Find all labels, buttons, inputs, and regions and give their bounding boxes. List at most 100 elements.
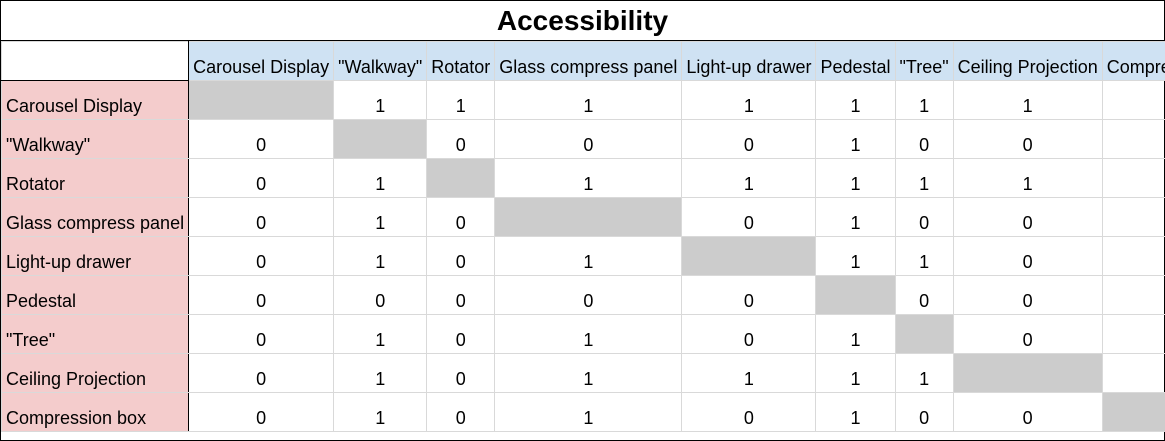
- matrix-cell[interactable]: 1: [894, 158, 954, 198]
- diagonal-cell[interactable]: [681, 236, 817, 276]
- matrix-cell[interactable]: 0: [681, 275, 817, 315]
- matrix-cell[interactable]: 1: [494, 236, 683, 276]
- matrix-cell[interactable]: 0: [333, 275, 428, 315]
- matrix-cell[interactable]: 1: [815, 353, 896, 393]
- matrix-cell[interactable]: 1: [1101, 353, 1165, 393]
- column-header[interactable]: "Tree": [894, 41, 954, 81]
- matrix-cell[interactable]: 1: [333, 392, 428, 432]
- corner-cell[interactable]: [0, 41, 190, 81]
- matrix-cell[interactable]: 1: [1101, 236, 1165, 276]
- matrix-cell[interactable]: 1: [681, 353, 817, 393]
- matrix-cell[interactable]: 0: [426, 275, 496, 315]
- matrix-cell[interactable]: 0: [426, 197, 496, 237]
- matrix-cell[interactable]: 0: [952, 236, 1103, 276]
- row-label[interactable]: Carousel Display: [0, 80, 190, 120]
- matrix-cell[interactable]: 0: [188, 236, 335, 276]
- matrix-cell[interactable]: 0: [894, 392, 954, 432]
- matrix-cell[interactable]: 0: [1101, 275, 1165, 315]
- matrix-cell[interactable]: 1: [815, 119, 896, 159]
- matrix-cell[interactable]: 1: [815, 236, 896, 276]
- column-header[interactable]: "Walkway": [333, 41, 428, 81]
- diagonal-cell[interactable]: [815, 275, 896, 315]
- matrix-cell[interactable]: 0: [188, 197, 335, 237]
- matrix-cell[interactable]: 0: [188, 392, 335, 432]
- matrix-cell[interactable]: 1: [333, 197, 428, 237]
- matrix-cell[interactable]: 1: [426, 80, 496, 120]
- matrix-cell[interactable]: 1: [815, 314, 896, 354]
- column-header[interactable]: Carousel Display: [188, 41, 335, 81]
- row-label[interactable]: Pedestal: [0, 275, 190, 315]
- row-label[interactable]: Rotator: [0, 158, 190, 198]
- matrix-cell[interactable]: 0: [188, 158, 335, 198]
- matrix-cell[interactable]: 0: [952, 314, 1103, 354]
- matrix-cell[interactable]: 0: [681, 392, 817, 432]
- matrix-cell[interactable]: 0: [894, 197, 954, 237]
- column-header[interactable]: Ceiling Projection: [952, 41, 1103, 81]
- matrix-cell[interactable]: 0: [681, 197, 817, 237]
- matrix-cell[interactable]: 0: [188, 314, 335, 354]
- matrix-cell[interactable]: 1: [815, 392, 896, 432]
- matrix-cell[interactable]: 0: [1101, 119, 1165, 159]
- diagonal-cell[interactable]: [188, 80, 335, 120]
- matrix-cell[interactable]: 0: [188, 353, 335, 393]
- matrix-cell[interactable]: 1: [494, 158, 683, 198]
- diagonal-cell[interactable]: [952, 353, 1103, 393]
- matrix-cell[interactable]: 0: [1101, 197, 1165, 237]
- matrix-cell[interactable]: 0: [952, 119, 1103, 159]
- matrix-cell[interactable]: 0: [494, 275, 683, 315]
- matrix-cell[interactable]: 0: [426, 236, 496, 276]
- row-label[interactable]: "Tree": [0, 314, 190, 354]
- matrix-cell[interactable]: 1: [494, 353, 683, 393]
- diagonal-cell[interactable]: [333, 119, 428, 159]
- matrix-cell[interactable]: 0: [952, 392, 1103, 432]
- matrix-cell[interactable]: 1: [815, 158, 896, 198]
- matrix-cell[interactable]: 0: [894, 119, 954, 159]
- matrix-cell[interactable]: 0: [188, 275, 335, 315]
- row-label[interactable]: Glass compress panel: [0, 197, 190, 237]
- matrix-cell[interactable]: 0: [681, 119, 817, 159]
- column-header[interactable]: Glass compress panel: [494, 41, 683, 81]
- matrix-cell[interactable]: 1: [333, 353, 428, 393]
- matrix-cell[interactable]: 0: [188, 119, 335, 159]
- row-label[interactable]: Light-up drawer: [0, 236, 190, 276]
- matrix-cell[interactable]: 1: [494, 80, 683, 120]
- matrix-cell[interactable]: 0: [952, 197, 1103, 237]
- matrix-cell[interactable]: 1: [333, 236, 428, 276]
- diagonal-cell[interactable]: [894, 314, 954, 354]
- row-label[interactable]: Compression box: [0, 392, 190, 432]
- matrix-cell[interactable]: 0: [426, 119, 496, 159]
- matrix-cell[interactable]: 1: [1101, 80, 1165, 120]
- matrix-cell[interactable]: 1: [681, 80, 817, 120]
- matrix-cell[interactable]: 0: [426, 353, 496, 393]
- column-header[interactable]: Pedestal: [815, 41, 896, 81]
- diagonal-cell[interactable]: [494, 197, 683, 237]
- matrix-cell[interactable]: 1: [894, 236, 954, 276]
- row-label[interactable]: Ceiling Projection: [0, 353, 190, 393]
- column-header[interactable]: Compression box: [1101, 41, 1165, 81]
- matrix-cell[interactable]: 1: [333, 80, 428, 120]
- matrix-cell[interactable]: 1: [333, 314, 428, 354]
- column-header[interactable]: Rotator: [426, 41, 496, 81]
- column-header[interactable]: Light-up drawer: [681, 41, 817, 81]
- matrix-cell[interactable]: 1: [952, 158, 1103, 198]
- matrix-cell[interactable]: 1: [1101, 158, 1165, 198]
- matrix-cell[interactable]: 1: [494, 314, 683, 354]
- matrix-cell[interactable]: 0: [426, 392, 496, 432]
- matrix-cell[interactable]: 1: [815, 197, 896, 237]
- matrix-cell[interactable]: 1: [815, 80, 896, 120]
- matrix-cell[interactable]: 1: [681, 158, 817, 198]
- matrix-cell[interactable]: 0: [952, 275, 1103, 315]
- diagonal-cell[interactable]: [426, 158, 496, 198]
- matrix-cell[interactable]: 1: [333, 158, 428, 198]
- matrix-cell[interactable]: 0: [426, 314, 496, 354]
- matrix-cell[interactable]: 1: [494, 392, 683, 432]
- matrix-cell[interactable]: 0: [681, 314, 817, 354]
- diagonal-cell[interactable]: [1101, 392, 1165, 432]
- matrix-cell[interactable]: 1: [894, 80, 954, 120]
- matrix-cell[interactable]: 1: [1101, 314, 1165, 354]
- matrix-cell[interactable]: 0: [494, 119, 683, 159]
- matrix-cell[interactable]: 1: [894, 353, 954, 393]
- matrix-cell[interactable]: 0: [894, 275, 954, 315]
- row-label[interactable]: "Walkway": [0, 119, 190, 159]
- matrix-cell[interactable]: 1: [952, 80, 1103, 120]
